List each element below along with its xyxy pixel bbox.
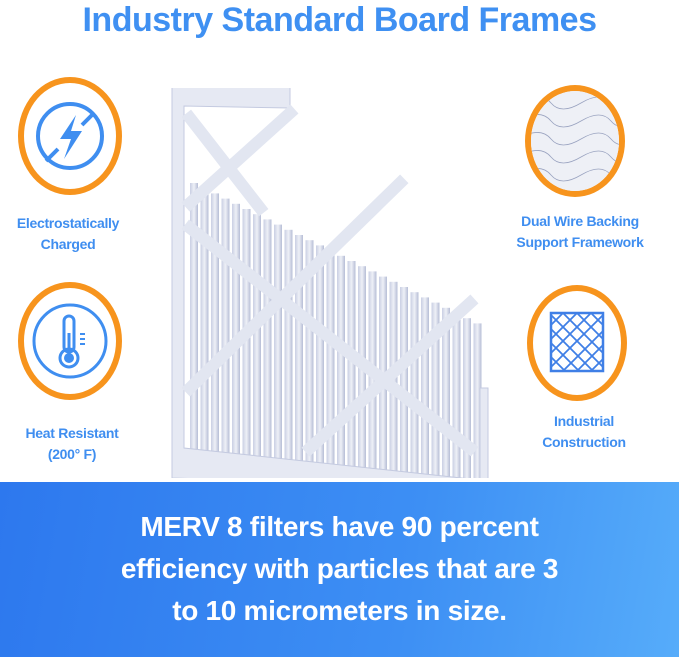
filter-pleat: [211, 193, 219, 461]
filter-pleat: [410, 292, 419, 478]
filter-pleat: [200, 188, 209, 460]
filter-pleat: [421, 297, 429, 478]
lightning-slash-icon: [36, 102, 104, 170]
banner-line: efficiency with particles that are 3: [120, 553, 559, 584]
air-filter-illustration: [171, 88, 489, 478]
filter-pleat: [463, 318, 471, 478]
label-line: Heat Resistant: [25, 425, 119, 441]
filter-pleat: [347, 261, 356, 475]
filter-pleat: [442, 307, 450, 478]
feature-electrostatic-badge: [18, 77, 122, 195]
wire-mesh-photo: [531, 91, 619, 191]
label-line: Industrial: [553, 413, 614, 429]
feature-electrostatic-label: Electrostatically Charged: [0, 213, 158, 255]
thermometer-icon: [32, 303, 108, 379]
filter-pleat: [358, 266, 366, 476]
label-line: Charged: [40, 236, 96, 252]
filter-pleat: [326, 250, 335, 473]
filter-pleat: [400, 287, 408, 478]
banner-line: MERV 8 filters have 90 percent: [140, 511, 539, 542]
label-line: Construction: [542, 434, 626, 450]
feature-construction-label: Industrial Construction: [494, 411, 674, 453]
filter-pleat: [263, 219, 272, 466]
filter-pleat: [337, 255, 345, 474]
filter-pleat: [221, 198, 230, 462]
feature-heat-badge: [18, 282, 122, 400]
filter-pleat: [284, 229, 293, 468]
feature-heat-label: Heat Resistant (200° F): [0, 423, 162, 465]
filter-pleat: [431, 302, 440, 478]
label-line: Support Framework: [516, 234, 644, 250]
diamond-grid-icon: [549, 311, 605, 373]
info-banner: MERV 8 filters have 90 percent efficienc…: [0, 482, 679, 657]
feature-wire-badge: [525, 85, 625, 197]
filter-pleat: [473, 323, 482, 478]
feature-construction-badge: [527, 285, 627, 401]
label-line: (200° F): [47, 446, 97, 462]
label-line: Dual Wire Backing: [521, 213, 639, 229]
filter-pleat: [305, 240, 314, 471]
feature-wire-label: Dual Wire Backing Support Framework: [490, 211, 670, 253]
banner-line: to 10 micrometers in size.: [172, 595, 507, 626]
filter-pleat: [190, 183, 198, 458]
filter-pleat: [316, 245, 324, 472]
filter-pleat: [274, 224, 282, 467]
filter-pleat: [253, 214, 261, 465]
label-line: Electrostatically: [16, 215, 120, 231]
filter-pleat: [232, 203, 240, 463]
filter-pleat: [295, 235, 303, 469]
page-title: Industry Standard Board Frames: [82, 1, 597, 39]
filter-pleat: [452, 313, 461, 478]
